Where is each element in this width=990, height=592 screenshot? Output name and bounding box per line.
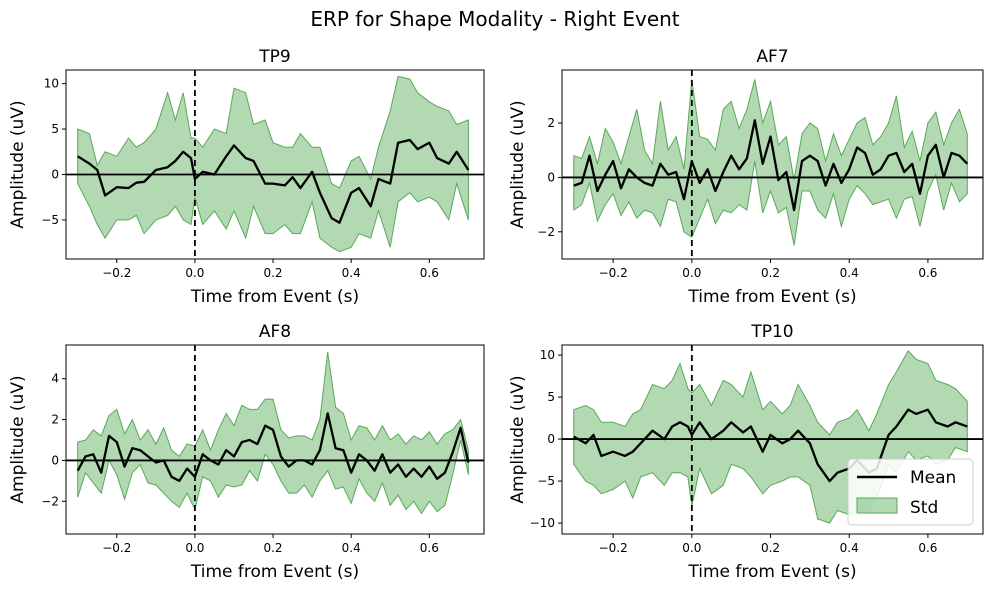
x-axis-label: Time from Event (s) xyxy=(190,562,359,582)
x-tick-label: 0.2 xyxy=(263,541,282,555)
subplot-grid: −0.2 0.0 0.2 0.4 0.6 −5 0 5 10 TP9 Time from Event… xyxy=(8,47,984,582)
subplot-title: TP10 xyxy=(750,322,793,342)
x-tick-label: 0.0 xyxy=(682,541,701,555)
x-tick-label: 0.4 xyxy=(342,541,361,555)
subplot-af8: −0.2 0.0 0.2 0.4 0.6 −2 0 2 4 AF8 Time from Event … xyxy=(8,322,485,582)
y-axis-label: Amplitude (uV) xyxy=(508,100,528,228)
y-tick-label: 10 xyxy=(540,348,555,362)
x-axis-label: Time from Event (s) xyxy=(687,287,856,307)
y-tick-label: −2 xyxy=(41,494,59,508)
mean-line xyxy=(77,138,470,224)
x-tick-label: 0.2 xyxy=(263,266,282,280)
legend-mean-label: Mean xyxy=(910,468,956,488)
y-tick-label: 0 xyxy=(51,453,59,467)
x-tick-label: 0.2 xyxy=(761,541,780,555)
y-tick-label: 0 xyxy=(547,432,555,446)
subplot-title: TP9 xyxy=(258,47,290,67)
subplot-tp10: −0.2 0.0 0.2 0.4 0.6 −10 −5 0 5 10 TP10 Time from E… xyxy=(508,322,984,582)
x-tick-label: 0.4 xyxy=(840,266,859,280)
legend-std-swatch xyxy=(856,497,898,514)
y-axis-label: Amplitude (uV) xyxy=(8,100,28,228)
y-axis-label: Amplitude (uV) xyxy=(508,375,528,503)
y-axis-label: Amplitude (uV) xyxy=(8,375,28,503)
x-tick-label: −0.2 xyxy=(599,541,628,555)
std-band xyxy=(77,75,469,253)
subplot-title: AF7 xyxy=(756,47,788,67)
x-tick-label: 0.2 xyxy=(761,266,780,280)
x-axis-label: Time from Event (s) xyxy=(687,562,856,582)
x-tick-label: 0.0 xyxy=(682,266,701,280)
y-tick-label: 4 xyxy=(51,372,59,386)
y-tick-label: 10 xyxy=(44,77,59,91)
legend-std-label: Std xyxy=(910,498,938,518)
mean-line xyxy=(573,119,969,212)
subplot-title: AF8 xyxy=(259,322,291,342)
x-tick-label: 0.6 xyxy=(918,541,937,555)
x-axis-label: Time from Event (s) xyxy=(190,287,359,307)
y-tick-label: −5 xyxy=(41,213,59,227)
y-tick-label: 0 xyxy=(547,170,555,184)
subplot-tp9: −0.2 0.0 0.2 0.4 0.6 −5 0 5 10 TP9 Time from Event… xyxy=(8,47,485,307)
subplot-af7: −0.2 0.0 0.2 0.4 0.6 −2 0 2 AF7 Time from Event (… xyxy=(508,47,984,307)
axes-frame xyxy=(561,69,984,260)
y-tick-label: 0 xyxy=(51,167,59,181)
x-tick-label: −0.2 xyxy=(102,266,131,280)
x-tick-label: 0.6 xyxy=(420,266,439,280)
x-tick-label: 0.6 xyxy=(420,541,439,555)
x-tick-label: 0.6 xyxy=(918,266,937,280)
legend: Mean Std xyxy=(847,458,974,526)
mean-line xyxy=(76,412,470,483)
y-tick-label: 5 xyxy=(51,122,59,136)
std-band xyxy=(573,79,968,246)
x-tick-label: −0.2 xyxy=(599,266,628,280)
axes-frame xyxy=(65,69,485,260)
x-tick-label: 0.0 xyxy=(185,266,204,280)
y-tick-label: −10 xyxy=(530,516,555,530)
mean-line xyxy=(573,408,968,483)
x-tick-label: 0.4 xyxy=(342,266,361,280)
y-tick-label: 2 xyxy=(51,413,59,427)
x-tick-label: 0.0 xyxy=(185,541,204,555)
y-tick-label: 5 xyxy=(547,390,555,404)
y-tick-label: −5 xyxy=(537,474,555,488)
y-tick-label: 2 xyxy=(547,116,555,130)
y-tick-label: −2 xyxy=(537,225,555,239)
x-tick-label: 0.4 xyxy=(840,541,859,555)
figure-suptitle: ERP for Shape Modality - Right Event xyxy=(310,7,679,31)
x-tick-label: −0.2 xyxy=(102,541,131,555)
axes-frame xyxy=(65,344,485,535)
